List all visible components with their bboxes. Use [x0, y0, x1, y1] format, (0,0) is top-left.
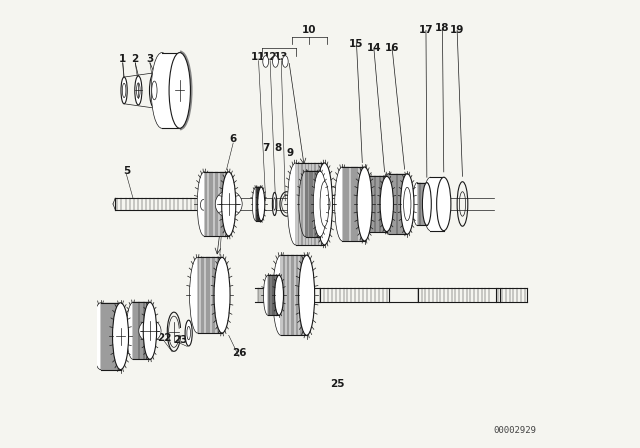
Ellipse shape: [215, 190, 242, 217]
Ellipse shape: [382, 174, 396, 234]
Ellipse shape: [121, 77, 127, 104]
Ellipse shape: [275, 275, 284, 315]
Ellipse shape: [404, 187, 411, 220]
Ellipse shape: [314, 171, 326, 237]
Ellipse shape: [422, 183, 431, 225]
Ellipse shape: [258, 187, 265, 221]
FancyBboxPatch shape: [431, 177, 444, 231]
Text: 27: 27: [275, 279, 289, 289]
Text: 00002929: 00002929: [493, 426, 536, 435]
Text: 3: 3: [147, 54, 154, 64]
Ellipse shape: [252, 187, 259, 221]
Ellipse shape: [221, 172, 236, 236]
FancyBboxPatch shape: [281, 255, 307, 335]
Ellipse shape: [93, 303, 109, 370]
Ellipse shape: [122, 83, 126, 98]
Ellipse shape: [200, 199, 206, 210]
FancyBboxPatch shape: [198, 258, 222, 333]
Text: 17: 17: [419, 26, 433, 35]
Text: 18: 18: [435, 23, 450, 33]
Ellipse shape: [335, 167, 350, 241]
Text: 2: 2: [132, 54, 139, 64]
Ellipse shape: [273, 56, 278, 67]
Ellipse shape: [401, 174, 414, 234]
Ellipse shape: [185, 320, 192, 346]
Ellipse shape: [113, 303, 129, 370]
Text: 8: 8: [274, 143, 282, 153]
Ellipse shape: [189, 258, 205, 333]
Ellipse shape: [287, 163, 303, 245]
Ellipse shape: [135, 76, 142, 105]
FancyBboxPatch shape: [256, 187, 261, 221]
FancyBboxPatch shape: [268, 275, 279, 315]
Ellipse shape: [152, 81, 157, 100]
Ellipse shape: [357, 167, 372, 241]
FancyBboxPatch shape: [162, 52, 180, 128]
Ellipse shape: [273, 198, 276, 210]
Ellipse shape: [187, 327, 191, 340]
Ellipse shape: [143, 302, 157, 359]
Ellipse shape: [299, 171, 312, 237]
Text: 11: 11: [252, 52, 266, 62]
Ellipse shape: [219, 199, 225, 210]
Ellipse shape: [273, 192, 277, 215]
Ellipse shape: [169, 52, 191, 128]
Text: 16: 16: [385, 43, 399, 53]
Text: 7: 7: [262, 143, 269, 153]
FancyBboxPatch shape: [296, 163, 324, 245]
Text: 15: 15: [349, 39, 364, 49]
Ellipse shape: [380, 177, 394, 232]
Ellipse shape: [282, 56, 288, 67]
Ellipse shape: [126, 302, 140, 359]
Text: 21: 21: [131, 332, 145, 343]
Ellipse shape: [214, 258, 230, 333]
Ellipse shape: [264, 275, 273, 315]
FancyBboxPatch shape: [305, 171, 320, 237]
Text: 6: 6: [230, 134, 237, 144]
Ellipse shape: [150, 73, 159, 108]
Text: 9: 9: [286, 148, 293, 158]
Ellipse shape: [423, 177, 438, 231]
FancyBboxPatch shape: [133, 302, 150, 359]
Text: 19: 19: [450, 26, 464, 35]
Ellipse shape: [211, 199, 216, 210]
Text: 1: 1: [119, 54, 126, 64]
Ellipse shape: [197, 172, 211, 236]
Ellipse shape: [299, 255, 315, 335]
Ellipse shape: [136, 83, 140, 98]
Text: 22: 22: [157, 332, 172, 343]
Text: 25: 25: [330, 379, 345, 389]
Text: 20: 20: [100, 346, 115, 356]
Text: 26: 26: [232, 348, 246, 358]
Text: 23: 23: [173, 335, 188, 345]
Ellipse shape: [316, 163, 332, 245]
FancyBboxPatch shape: [100, 303, 120, 370]
Ellipse shape: [436, 177, 451, 231]
FancyBboxPatch shape: [204, 172, 228, 236]
Ellipse shape: [139, 320, 161, 342]
Ellipse shape: [363, 177, 376, 232]
Text: 10: 10: [302, 26, 317, 35]
FancyBboxPatch shape: [342, 167, 365, 241]
FancyBboxPatch shape: [417, 183, 427, 225]
Ellipse shape: [413, 183, 422, 225]
FancyBboxPatch shape: [370, 177, 387, 232]
Ellipse shape: [320, 181, 329, 227]
Text: 24: 24: [217, 185, 232, 196]
Ellipse shape: [263, 56, 269, 67]
Text: 4: 4: [168, 54, 176, 64]
Text: 12: 12: [263, 52, 277, 62]
Text: 14: 14: [367, 43, 381, 53]
FancyBboxPatch shape: [388, 174, 407, 234]
Text: 5: 5: [123, 166, 130, 176]
Text: 13: 13: [274, 52, 289, 62]
Ellipse shape: [319, 194, 330, 214]
Ellipse shape: [273, 255, 289, 335]
Ellipse shape: [151, 52, 173, 128]
